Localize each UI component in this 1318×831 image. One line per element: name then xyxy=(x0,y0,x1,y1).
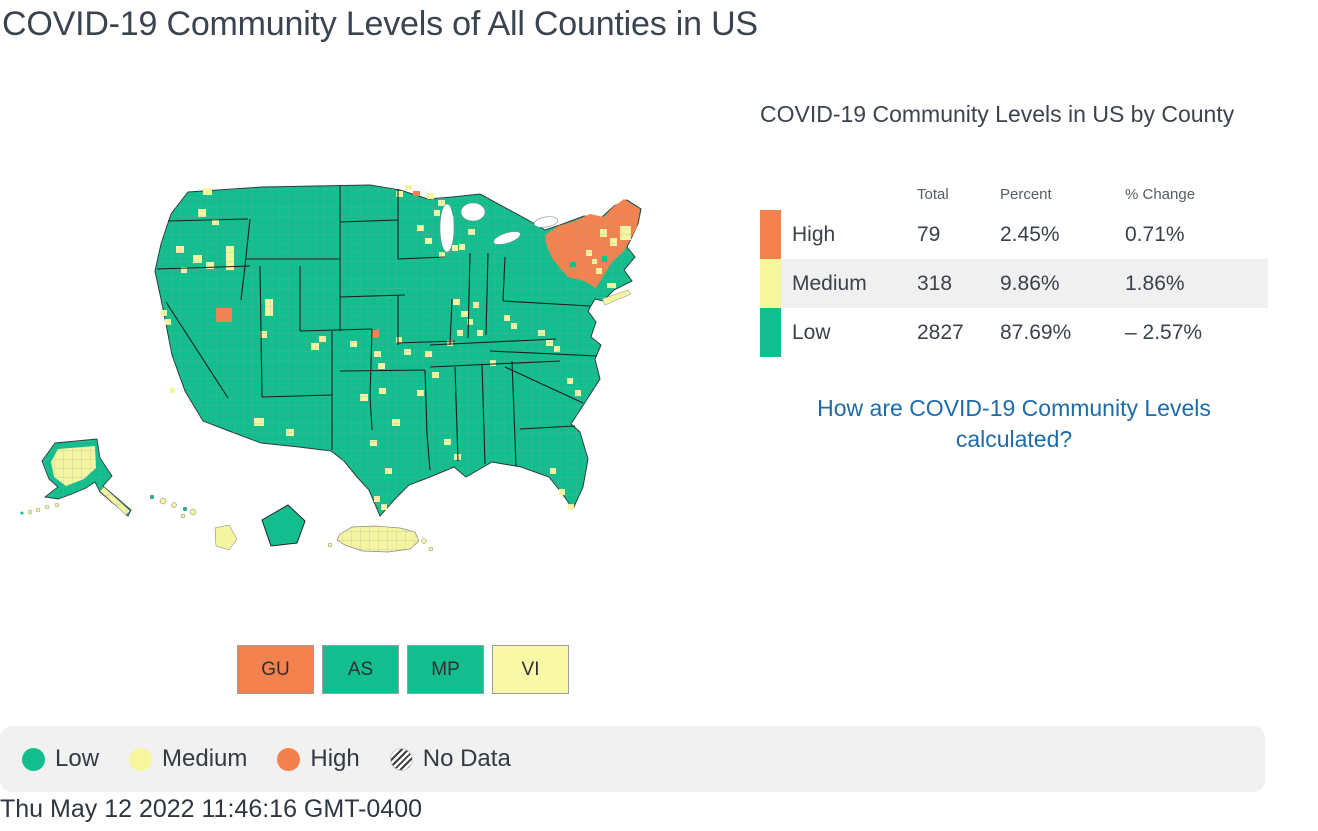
row-change: 0.71% xyxy=(1125,222,1185,246)
row-total: 79 xyxy=(917,222,941,246)
table-row-medium: Medium 318 9.86% 1.86% xyxy=(760,259,1268,308)
row-total: 318 xyxy=(917,271,953,295)
legend-label: Medium xyxy=(162,745,248,772)
state-borders xyxy=(156,186,598,471)
county-grid-texture xyxy=(42,185,641,552)
summary-panel: COVID-19 Community Levels in US by Count… xyxy=(760,98,1268,455)
medium-dot-icon xyxy=(129,747,153,771)
high-swatch xyxy=(760,210,781,259)
territory-box-mp[interactable]: MP xyxy=(407,645,484,694)
us-county-map[interactable] xyxy=(0,0,740,660)
great-lakes xyxy=(439,202,559,253)
community-levels-link[interactable]: How are COVID-19 Community Levels calcul… xyxy=(817,395,1211,452)
no-data-hatch-icon xyxy=(389,747,413,771)
aleutian-islands xyxy=(27,502,60,515)
row-percent: 87.69% xyxy=(1000,320,1072,344)
row-change: 1.86% xyxy=(1125,271,1185,295)
column-header-change: % Change xyxy=(1125,185,1196,203)
panel-title: COVID-19 Community Levels in US by Count… xyxy=(760,101,1235,127)
row-percent: 2.45% xyxy=(1000,222,1060,246)
legend-item-no-data: No Data xyxy=(389,745,511,773)
row-percent: 9.86% xyxy=(1000,271,1060,295)
territory-box-vi[interactable]: VI xyxy=(492,645,569,694)
row-label: Medium xyxy=(792,271,867,295)
page-title: COVID-19 Community Levels of All Countie… xyxy=(2,5,758,43)
territory-box-gu[interactable]: GU xyxy=(237,645,314,694)
row-label: High xyxy=(792,222,836,246)
legend-label: No Data xyxy=(422,745,511,772)
timestamp: Thu May 12 2022 11:46:16 GMT-0400 xyxy=(0,795,423,823)
legend-item-high: High xyxy=(277,745,360,773)
row-label: Low xyxy=(792,320,831,344)
legend-item-medium: Medium xyxy=(129,745,247,773)
row-total: 2827 xyxy=(917,320,964,344)
low-swatch xyxy=(760,308,781,357)
hawaii-region[interactable] xyxy=(149,494,238,551)
long-island xyxy=(601,289,632,306)
medium-swatch xyxy=(760,259,781,308)
dc-region[interactable] xyxy=(261,504,306,547)
table-header: Total Percent % Change xyxy=(760,178,1268,210)
column-header-total: Total xyxy=(917,185,949,203)
low-dot-icon xyxy=(22,747,45,771)
map-legend: Low Medium High No Data xyxy=(0,726,1265,792)
legend-label: High xyxy=(310,745,360,772)
high-dot-icon xyxy=(277,747,301,771)
territory-boxes: GU AS MP VI xyxy=(237,645,569,694)
table-row-high: High 79 2.45% 0.71% xyxy=(760,210,1268,259)
row-change: – 2.57% xyxy=(1125,320,1203,344)
legend-label: Low xyxy=(55,745,100,772)
column-header-percent: Percent xyxy=(1000,185,1052,203)
table-row-low: Low 2827 87.69% – 2.57% xyxy=(760,308,1268,357)
territory-box-as[interactable]: AS xyxy=(322,645,399,694)
legend-item-low: Low xyxy=(22,745,99,773)
